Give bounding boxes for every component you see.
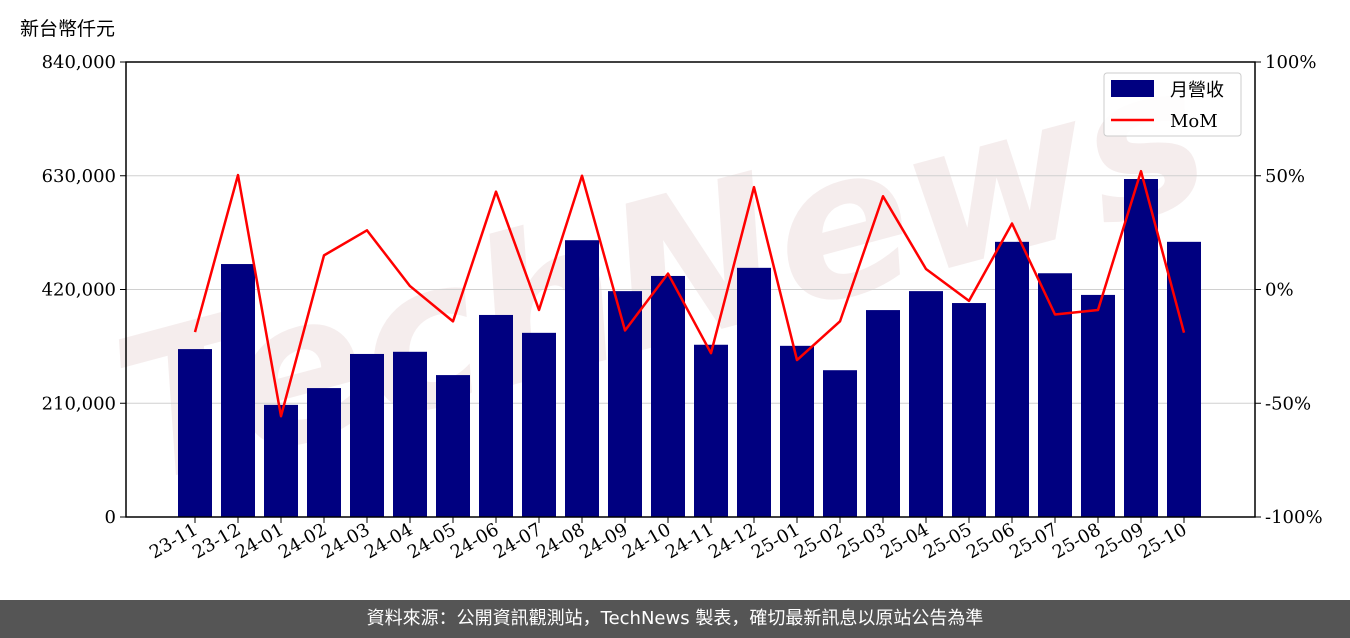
x-tick-label: 25-10 xyxy=(1135,519,1190,563)
mom-line xyxy=(193,169,1186,418)
right-tick-label: -100% xyxy=(1265,507,1323,528)
bar xyxy=(350,353,384,517)
bar xyxy=(651,275,685,517)
legend-label-mom: MoM xyxy=(1170,111,1218,132)
bar xyxy=(995,241,1029,518)
left-tick-label: 630,000 xyxy=(42,166,116,187)
right-tick-label: 0% xyxy=(1265,280,1294,301)
source-footer: 資料來源：公開資訊觀測站，TechNews 製表，確切最新訊息以原站公告為準 xyxy=(0,600,1350,638)
x-tick-label: 24-01 xyxy=(232,519,287,563)
chart: TechNews0210,000420,000630,000840,000-10… xyxy=(42,17,1323,563)
left-tick-label: 840,000 xyxy=(42,52,116,73)
x-tick-label: 25-04 xyxy=(877,519,932,563)
x-tick-label: 25-02 xyxy=(791,519,846,563)
left-tick-label: 210,000 xyxy=(42,393,116,414)
x-tick-label: 24-02 xyxy=(275,519,330,563)
x-tick-label: 24-10 xyxy=(619,519,674,563)
legend-bar-swatch xyxy=(1111,80,1154,97)
x-tick-label: 24-04 xyxy=(361,519,416,563)
x-tick-label: 25-08 xyxy=(1049,519,1104,563)
x-tick-label: 25-06 xyxy=(963,519,1018,563)
x-tick-label: 24-09 xyxy=(576,519,631,563)
x-tick-label: 25-07 xyxy=(1006,519,1061,563)
right-tick-label: -50% xyxy=(1265,393,1311,414)
bar xyxy=(866,310,900,517)
x-tick-label: 24-06 xyxy=(447,519,502,563)
bar xyxy=(952,303,986,517)
bar xyxy=(737,267,771,517)
unit-label: 新台幣仟元 xyxy=(20,18,116,40)
legend: 月營收 MoM xyxy=(1103,72,1242,137)
plot-frame xyxy=(125,61,1256,518)
bar xyxy=(1167,241,1201,518)
bar xyxy=(694,344,728,517)
x-tick-label: 23-12 xyxy=(189,519,244,563)
x-tick-label: 25-05 xyxy=(920,519,975,563)
left-tick-label: 0 xyxy=(105,507,116,528)
bar xyxy=(393,351,427,517)
bar xyxy=(522,332,556,517)
bar xyxy=(1081,294,1115,517)
x-tick-label: 25-09 xyxy=(1092,519,1147,563)
bar xyxy=(780,345,814,517)
x-tick-label: 24-11 xyxy=(662,519,717,563)
bar xyxy=(823,370,857,517)
x-tick-label: 24-03 xyxy=(318,519,373,563)
bar xyxy=(608,291,642,517)
legend-label-revenue: 月營收 xyxy=(1170,80,1224,101)
x-tick-label: 24-12 xyxy=(705,519,760,563)
bar xyxy=(1124,179,1158,517)
bar xyxy=(565,240,599,518)
bar xyxy=(264,404,298,517)
left-tick-label: 420,000 xyxy=(42,280,116,301)
bar xyxy=(909,291,943,517)
x-tick-label: 24-07 xyxy=(490,519,545,563)
right-tick-label: 100% xyxy=(1265,52,1316,73)
x-tick-label: 24-05 xyxy=(404,519,459,563)
bar xyxy=(479,314,513,517)
bar xyxy=(436,375,470,517)
bar xyxy=(221,264,255,517)
bar xyxy=(1038,273,1072,517)
bar xyxy=(178,349,212,517)
x-tick-label: 25-01 xyxy=(748,519,803,563)
bar xyxy=(307,388,341,517)
x-tick-label: 24-08 xyxy=(533,519,588,563)
x-tick-label: 25-03 xyxy=(834,519,889,563)
right-tick-label: 50% xyxy=(1265,166,1305,187)
